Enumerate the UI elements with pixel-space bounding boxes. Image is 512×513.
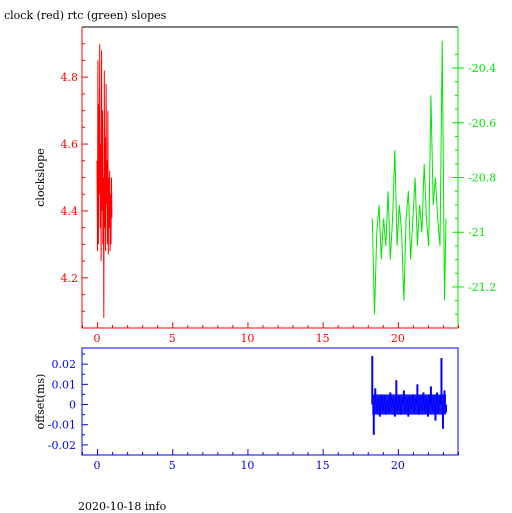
top-right-y-tick-label: -20.8	[468, 172, 496, 185]
bottom-x-tick-label: 20	[391, 459, 405, 472]
bottom-x-tick-label: 10	[240, 459, 254, 472]
top-left-y-tick-label: 4.4	[61, 205, 79, 218]
bottom-y-tick-label: -0.01	[48, 419, 76, 432]
top-x-tick-label: 15	[316, 332, 330, 345]
offset-point	[441, 404, 444, 429]
top-right-y-tick-label: -21.2	[468, 281, 496, 294]
bottom-y-axis-label: offset(ms)	[34, 374, 47, 430]
bottom-y-tick-label: -0.02	[48, 439, 76, 452]
offset-point	[372, 404, 375, 435]
top-x-tick-label: 5	[169, 332, 176, 345]
chart-title: clock (red) rtc (green) slopes	[4, 9, 167, 22]
top-right-y-tick-label: -20.6	[468, 117, 496, 130]
top-right-y-tick-label: -21	[468, 226, 486, 239]
offset-point	[440, 358, 443, 405]
offset-point	[395, 380, 398, 405]
bottom-y-tick-label: 0.01	[52, 378, 77, 391]
top-x-tick-label: 20	[391, 332, 405, 345]
offset-panel: 0 5 10 15 20 -0.02 -0.01 0 0.01 0.02 offset(ms)	[34, 347, 459, 472]
bottom-y-tick-label: 0.02	[52, 358, 77, 371]
series-clock-line	[96, 43, 113, 319]
slopes-panel: 0 5 10 15 20 4.2 4.4 4.6 4.8 -21.2 -21 -20.8 -20.6 -2…	[34, 26, 496, 345]
top-left-y-tick-label: 4.6	[61, 138, 79, 151]
offset-band	[372, 394, 446, 415]
top-left-y-tick-label: 4.2	[61, 272, 79, 285]
top-left-y-tick-label: 4.8	[61, 71, 79, 84]
footer-date-info: 2020-10-18 info	[78, 500, 167, 513]
top-y-axis-label: clockslope	[34, 148, 47, 206]
top-x-tick-label: 10	[240, 332, 254, 345]
bottom-x-tick-label: 15	[316, 459, 330, 472]
bottom-y-tick-label: 0	[69, 399, 76, 412]
top-right-y-tick-label: -20.4	[468, 62, 496, 75]
bottom-frame	[81, 347, 459, 456]
bottom-x-tick-label: 0	[94, 459, 101, 472]
bottom-x-tick-label: 5	[169, 459, 176, 472]
top-x-tick-label: 0	[94, 332, 101, 345]
offset-point	[371, 356, 374, 405]
series-rtc-line	[371, 40, 447, 315]
